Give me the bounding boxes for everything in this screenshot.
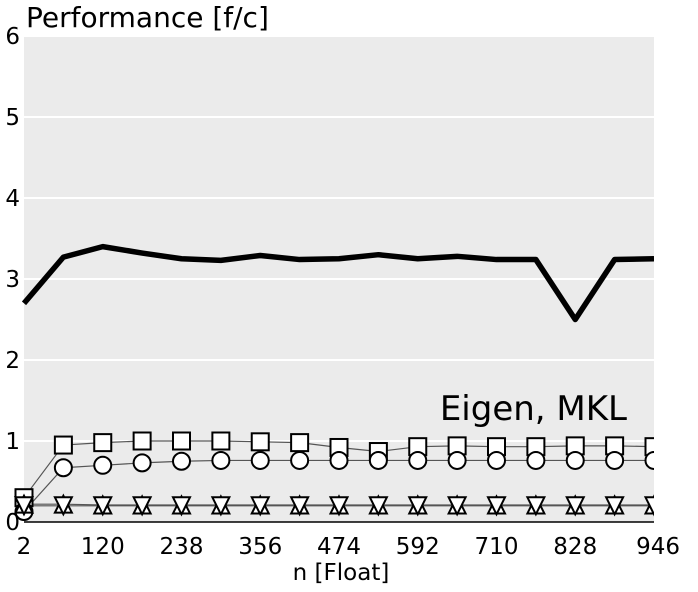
- y-tick-label: 5: [5, 105, 20, 131]
- data-point-triangle-down: [565, 496, 586, 517]
- data-point-triangle-down: [13, 496, 35, 517]
- data-point-triangle-down: [643, 496, 654, 517]
- y-tick-label: 3: [5, 267, 20, 293]
- x-tick-label: 238: [160, 534, 204, 560]
- y-tick-label: 2: [5, 348, 20, 374]
- data-point-triangle-down: [132, 496, 153, 517]
- data-point-square: [53, 435, 73, 455]
- y-tick-label: 6: [5, 24, 20, 50]
- data-point-circle: [211, 450, 231, 470]
- series-layer: [13, 243, 654, 521]
- data-point-triangle-down: [486, 496, 507, 517]
- chart-title: Performance [f/c]: [26, 1, 269, 34]
- data-point-square: [250, 432, 270, 452]
- data-point-square: [93, 433, 113, 453]
- y-tick-label: 0: [5, 510, 20, 536]
- x-tick-label: 592: [396, 534, 440, 560]
- data-point-square: [172, 431, 191, 451]
- data-point-square: [211, 431, 231, 451]
- data-point-circle: [53, 458, 73, 478]
- series-annotation: Eigen, MKL: [440, 389, 627, 429]
- data-point-triangle-down: [53, 496, 74, 517]
- data-point-square: [644, 437, 654, 457]
- y-tick-label: 1: [5, 429, 20, 455]
- data-point-triangle-down: [447, 496, 468, 517]
- x-tick-label: 356: [238, 534, 282, 560]
- data-point-circle: [132, 453, 152, 473]
- data-point-circle: [605, 450, 625, 470]
- series-line-main: [21, 243, 654, 323]
- x-tick-label: 946: [636, 534, 680, 560]
- data-point-square: [132, 431, 152, 451]
- data-point-circle: [526, 450, 546, 470]
- x-tick-label: 710: [475, 534, 519, 560]
- data-point-triangle-down: [604, 496, 625, 517]
- data-point-circle: [250, 450, 270, 470]
- data-point-triangle-down: [171, 496, 192, 517]
- data-point-square: [290, 433, 310, 453]
- data-point-circle: [368, 450, 388, 470]
- data-point-circle: [487, 450, 506, 470]
- x-axis-label: n [Float]: [293, 560, 390, 586]
- x-tick-label: 2: [17, 534, 32, 560]
- x-tick-label: 828: [553, 534, 597, 560]
- data-point-circle: [172, 451, 191, 471]
- data-point-triangle-down: [250, 496, 271, 517]
- tick-labels: 0 1 2 3 4 5 6 2 120 238 356 474 592 710 828 946: [5, 24, 680, 560]
- data-point-triangle-down: [407, 496, 428, 517]
- data-point-circle: [565, 450, 585, 470]
- data-point-triangle-down: [368, 496, 389, 517]
- data-point-triangle-down: [92, 496, 113, 517]
- y-tick-label: 4: [5, 186, 20, 212]
- data-point-triangle-down: [289, 496, 310, 517]
- data-point-triangle-down: [328, 496, 350, 517]
- data-point-triangle-down: [210, 496, 231, 517]
- data-point-triangle-down: [525, 496, 546, 517]
- data-point-circle: [447, 450, 467, 470]
- data-point-circle: [329, 450, 349, 470]
- data-point-circle: [408, 450, 428, 470]
- data-point-circle: [644, 450, 654, 470]
- x-tick-label: 120: [81, 534, 125, 560]
- x-tick-label: 474: [317, 534, 361, 560]
- data-point-circle: [93, 455, 113, 475]
- data-point-circle: [290, 450, 310, 470]
